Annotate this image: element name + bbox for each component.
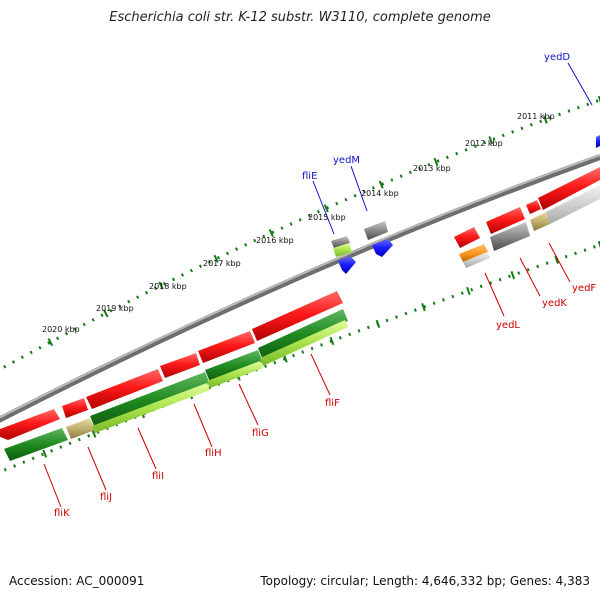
- scale-label: 2012 kbp: [465, 139, 503, 148]
- inner-scale-tick-7: [329, 336, 335, 346]
- feature-tan-yedF: [530, 212, 550, 231]
- gene-label-yedF[interactable]: yedF: [572, 283, 596, 294]
- leader-line-yedD: [567, 62, 593, 106]
- outer-scale-tick-10: [543, 115, 548, 124]
- leader-line-fliF: [310, 353, 331, 396]
- genome-title: Escherichia coli str. K-12 substr. W3110…: [109, 10, 491, 25]
- gene-arrow-fliI[interactable]: [86, 369, 163, 409]
- leader-line-fliE: [312, 180, 335, 235]
- leader-line-fliJ: [87, 446, 107, 491]
- outer-scale-ticks: [47, 95, 600, 347]
- scale-label: 2020 kbp: [42, 325, 80, 334]
- scale-label: 2011 kbp: [517, 112, 555, 121]
- outer-scale-tick-4: [213, 254, 219, 263]
- outer-scale-tick-8: [433, 157, 439, 166]
- leader-line-fliI: [137, 427, 157, 470]
- outer-scale-tick-2: [103, 309, 109, 318]
- leader-line-fliK: [43, 463, 62, 508]
- feature-gray-yedM: [364, 221, 388, 240]
- feature-tan-1: [66, 418, 95, 439]
- scale-label: 2015 kbp: [308, 213, 346, 222]
- gene-arrow-yedF[interactable]: [538, 167, 600, 210]
- leader-line-fliH: [193, 403, 213, 448]
- outer-scale-tick-9: [488, 136, 494, 145]
- gene-label-fliF[interactable]: fliF: [325, 398, 340, 409]
- gene-arrow-fliH[interactable]: [160, 353, 200, 378]
- outer-scale-tick-11: [597, 95, 600, 104]
- inner-scale-tick-1: [42, 449, 48, 458]
- gene-arrow-fliF[interactable]: [252, 291, 343, 341]
- outer-scale-tick-3: [158, 281, 164, 290]
- feature-orange-yedL: [459, 244, 488, 262]
- outer-scale-tick-7: [378, 180, 384, 189]
- genome-backbone-highlight: [0, 154, 600, 419]
- leader-line-yedF: [548, 242, 571, 283]
- gene-label-fliI[interactable]: fliI: [152, 471, 164, 482]
- scale-label: 2019 kbp: [96, 304, 134, 313]
- gene-label-yedD[interactable]: yedD: [544, 52, 570, 63]
- scale-label: 2014 kbp: [361, 189, 399, 198]
- scale-label: 2018 kbp: [149, 282, 187, 291]
- feature-green-2: [90, 372, 210, 428]
- inner-scale-tick-12: [554, 255, 559, 264]
- gene-arrow-fliK[interactable]: [0, 409, 60, 440]
- feature-green-4: [258, 309, 348, 360]
- leader-line-fliG: [238, 383, 259, 426]
- genome-backbone: [0, 154, 600, 423]
- leader-line-yedM: [350, 165, 368, 212]
- feature-lime-2: [207, 361, 263, 388]
- gene-arrow-fliJ[interactable]: [62, 398, 88, 418]
- inner-scale-tick-2: [91, 429, 97, 438]
- gene-label-fliG[interactable]: fliG: [252, 428, 269, 439]
- accession-text: Accession: AC_000091: [9, 574, 145, 588]
- genome-summary-text: Topology: circular; Length: 4,646,332 bp…: [260, 574, 590, 588]
- feature-gray-yedK: [490, 222, 530, 251]
- feature-gray-fliE: [331, 236, 350, 248]
- inner-scale-tick-11: [510, 271, 516, 280]
- feature-lime-3: [260, 320, 348, 366]
- gene-label-fliK[interactable]: fliK: [54, 508, 70, 519]
- leader-line-yedK: [519, 257, 541, 297]
- inner-scale-tick-8: [375, 319, 381, 328]
- leader-line-yedL: [484, 272, 505, 317]
- gene-arrow-fliE[interactable]: [338, 256, 356, 274]
- feature-green-3: [205, 350, 263, 382]
- feature-lime-fliE: [333, 243, 352, 257]
- gene-label-yedM[interactable]: yedM: [333, 155, 360, 166]
- gene-label-fliH[interactable]: fliH: [205, 448, 222, 459]
- gene-label-yedL[interactable]: yedL: [496, 320, 520, 331]
- gene-label-fliE[interactable]: fliE: [302, 171, 317, 182]
- outer-scale-tick-5: [268, 228, 274, 238]
- gene-label-fliJ[interactable]: fliJ: [100, 492, 112, 503]
- gene-arrow-yedM[interactable]: [372, 239, 393, 257]
- feature-lime-1: [92, 383, 210, 433]
- gene-arrow-yedL[interactable]: [454, 227, 480, 248]
- gene-arrow-yedK[interactable]: [486, 207, 525, 234]
- gene-arrow-yedD[interactable]: [596, 135, 600, 148]
- scale-label: 2017 kbp: [203, 259, 241, 268]
- scale-label: 2016 kbp: [256, 236, 294, 245]
- gene-arrow-fliG[interactable]: [198, 331, 255, 363]
- outer-scale-tick-1: [47, 338, 54, 347]
- inner-scale-tick-13: [597, 240, 600, 249]
- feature-lightgray-yedF: [546, 185, 600, 224]
- gene-label-yedK[interactable]: yedK: [542, 298, 567, 309]
- scale-labels: 2011 kbp 2012 kbp 2013 kbp 2014 kbp 2015 kbp…: [42, 112, 555, 334]
- inner-scale-tick-10: [466, 286, 471, 296]
- inner-scale-tick-9: [421, 303, 426, 312]
- gene-arrow-yedF-small[interactable]: [526, 200, 541, 214]
- feature-green-1: [4, 428, 68, 461]
- feature-lightgray-yedL: [463, 252, 490, 268]
- scale-label: 2013 kbp: [413, 164, 451, 173]
- outer-scale-tick-6: [323, 204, 329, 213]
